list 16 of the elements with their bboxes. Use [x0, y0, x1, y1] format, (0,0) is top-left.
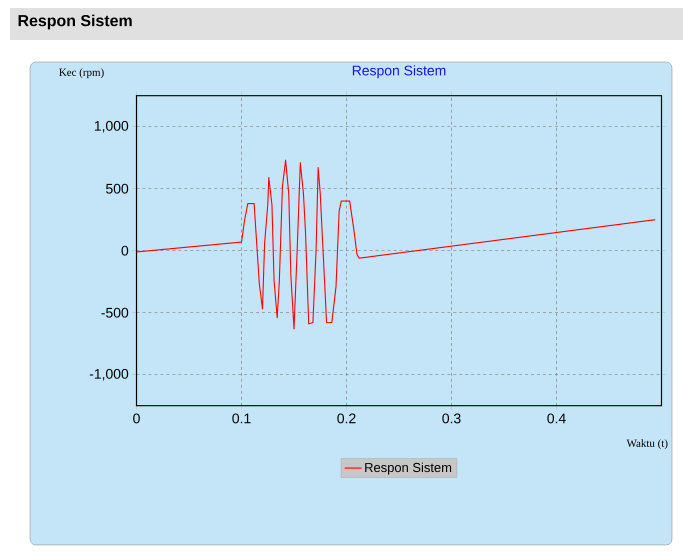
y-tick-label: 0: [122, 246, 128, 256]
y-axis-title: Kec (rpm): [59, 68, 104, 78]
text: Respon Sistem: [18, 14, 132, 30]
y-tick-label: 1,000: [94, 120, 128, 132]
x-axis-title: Waktu (t): [626, 439, 668, 450]
x-tick-label: 0.3: [442, 413, 461, 424]
legend-label: Respon Sistem: [365, 462, 452, 475]
chart-title: Respon Sistem: [352, 65, 446, 78]
y-tick-label: 500: [106, 184, 128, 194]
x-tick-label: 0.1: [232, 413, 251, 424]
y-tick-label: -1,000: [90, 368, 128, 380]
line-series: [136, 160, 656, 330]
x-tick-label: 0.2: [337, 413, 356, 424]
x-tick-label: 0: [133, 413, 140, 424]
x-tick-label: 0.4: [547, 413, 566, 424]
y-tick-label: -500: [101, 308, 128, 318]
